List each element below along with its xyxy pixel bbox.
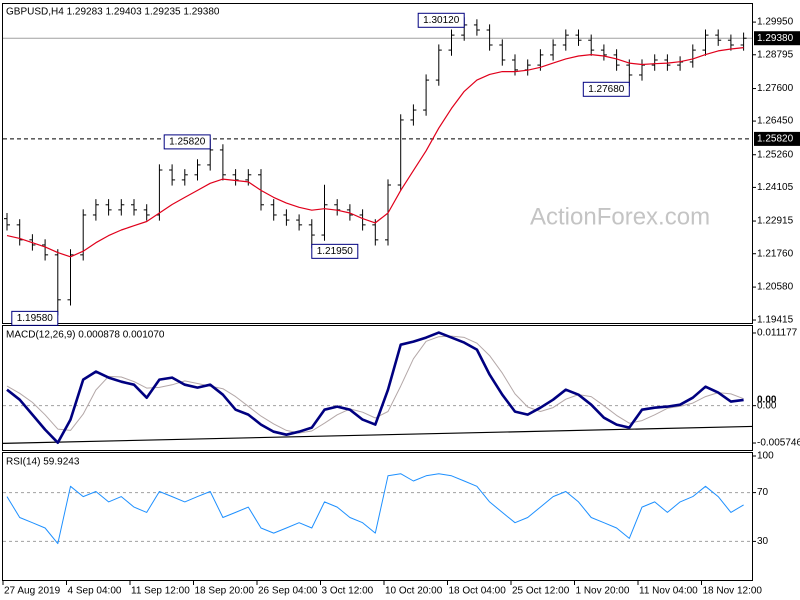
x-tick-label: 18 Nov 12:00 bbox=[703, 586, 763, 597]
y-tick-label: 0.00 bbox=[757, 400, 777, 411]
x-tick-label: 3 Oct 12:00 bbox=[322, 586, 374, 597]
y-tick-label: 1.20580 bbox=[757, 282, 794, 293]
y-tick-label: 1.24105 bbox=[757, 182, 794, 193]
x-tick-label: 10 Oct 20:00 bbox=[385, 586, 443, 597]
price-level-label: 1.25820 bbox=[757, 134, 794, 145]
annotation-label: 1.27680 bbox=[588, 84, 625, 95]
annotation-box bbox=[11, 310, 59, 326]
watermark: ActionForex.com bbox=[530, 203, 710, 230]
x-tick-label: 11 Nov 04:00 bbox=[639, 586, 698, 597]
x-tick-label: 25 Oct 12:00 bbox=[512, 586, 570, 597]
x-tick-label: 26 Sep 04:00 bbox=[258, 586, 318, 597]
y-tick-label: 1.25260 bbox=[757, 149, 794, 160]
y-tick-label: 1.28795 bbox=[757, 49, 794, 60]
x-tick-label: 11 Sep 12:00 bbox=[131, 586, 190, 597]
moving-average bbox=[6, 47, 744, 258]
annotation-label: 1.21950 bbox=[317, 246, 354, 257]
y-tick-label: 100 bbox=[757, 451, 774, 462]
y-tick-label: 1.26450 bbox=[757, 116, 794, 127]
macd-line bbox=[6, 331, 744, 444]
annotation-label: 1.19580 bbox=[17, 313, 54, 324]
annotation-box bbox=[582, 81, 630, 97]
y-tick-label: 1.22915 bbox=[757, 216, 794, 227]
x-tick-label: 18 Sep 20:00 bbox=[195, 586, 255, 597]
signal-line bbox=[6, 335, 744, 434]
annotation-box bbox=[163, 134, 211, 150]
x-tick-label: 1 Nov 20:00 bbox=[576, 586, 630, 597]
annotation-box bbox=[417, 12, 465, 28]
trendline bbox=[2, 425, 753, 444]
annotation-box bbox=[311, 243, 359, 259]
y-tick-label: 0.011177 bbox=[757, 328, 798, 339]
x-tick-label: 18 Oct 04:00 bbox=[449, 586, 507, 597]
price-panel-frame bbox=[2, 3, 753, 324]
annotation-label: 1.30120 bbox=[423, 15, 460, 26]
y-tick-label: -0.005746 bbox=[757, 438, 800, 449]
panel-title: GBPUSD,H4 1.29283 1.29403 1.29235 1.2938… bbox=[6, 7, 220, 18]
y-tick-label: 70 bbox=[757, 487, 769, 498]
price-level-box bbox=[754, 131, 800, 146]
y-tick-label: 1.29950 bbox=[757, 17, 794, 28]
current-value-label: 0.00 bbox=[757, 395, 777, 406]
panel-title: MACD(12,26,9) 0.000878 0.001070 bbox=[6, 330, 165, 341]
rsi-line bbox=[6, 473, 744, 545]
x-tick-label: 4 Sep 04:00 bbox=[68, 586, 122, 597]
rsi-panel-frame bbox=[2, 452, 753, 581]
y-tick-label: 1.27600 bbox=[757, 83, 794, 94]
price-level-label: 1.29380 bbox=[757, 33, 794, 44]
annotation-label: 1.25820 bbox=[169, 137, 206, 148]
y-tick-label: 30 bbox=[757, 536, 769, 547]
y-tick-label: 1.19415 bbox=[757, 315, 794, 326]
x-tick-label: 27 Aug 2019 bbox=[4, 586, 61, 597]
macd-panel-frame bbox=[2, 325, 753, 451]
price-level-box bbox=[754, 31, 800, 46]
panel-title: RSI(14) 59.9243 bbox=[6, 457, 80, 468]
y-tick-label: 1.21760 bbox=[757, 248, 794, 259]
